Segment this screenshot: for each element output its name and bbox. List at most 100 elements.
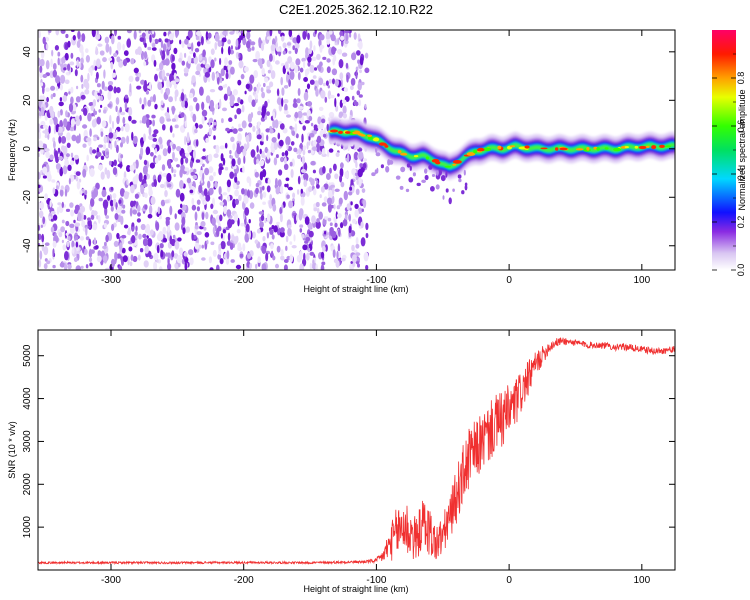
noise-speckle (148, 81, 152, 91)
noise-speckle (181, 60, 186, 66)
noise-speckle (128, 115, 132, 122)
noise-speckle (143, 159, 148, 166)
noise-speckle (104, 267, 111, 270)
noise-speckle (80, 57, 84, 65)
noise-speckle (230, 136, 235, 142)
track-blip (400, 166, 406, 173)
noise-speckle (60, 136, 67, 144)
noise-speckle (290, 141, 295, 146)
noise-speckle (307, 61, 311, 67)
noise-speckle (291, 130, 296, 136)
noise-speckle (286, 42, 292, 46)
noise-speckle (125, 165, 131, 172)
noise-speckle (55, 30, 58, 34)
noise-speckle (256, 145, 259, 153)
noise-speckle (352, 218, 357, 224)
colorbar-tick-label: 0.0 (736, 264, 746, 277)
noise-speckle (340, 162, 344, 169)
noise-speckle (344, 30, 350, 34)
noise-speckle (110, 61, 114, 70)
noise-speckle (209, 99, 215, 110)
noise-speckle (245, 134, 250, 143)
noise-speckle (314, 30, 317, 35)
noise-speckle (79, 205, 86, 213)
noise-speckle (266, 59, 271, 68)
noise-speckle (87, 72, 90, 82)
noise-speckle (350, 78, 356, 86)
noise-speckle (201, 115, 205, 125)
noise-speckle (320, 90, 326, 99)
noise-speckle (227, 218, 233, 229)
noise-speckle (115, 97, 120, 105)
noise-speckle (221, 118, 224, 124)
noise-speckle (348, 213, 351, 222)
noise-speckle (142, 165, 148, 175)
noise-speckle (40, 49, 45, 59)
noise-speckle (58, 101, 64, 107)
noise-speckle (309, 251, 315, 256)
noise-speckle (251, 99, 256, 107)
track-blip (424, 168, 428, 174)
noise-speckle (237, 157, 241, 166)
noise-speckle (101, 120, 107, 128)
noise-speckle (213, 121, 217, 126)
noise-speckle (269, 81, 274, 88)
noise-speckle (346, 153, 350, 163)
noise-speckle (57, 169, 60, 173)
noise-speckle (312, 259, 315, 266)
noise-speckle (259, 148, 262, 155)
noise-speckle (261, 159, 265, 166)
noise-speckle (308, 115, 313, 122)
noise-speckle (83, 248, 88, 255)
noise-speckle (262, 201, 266, 205)
noise-speckle (198, 54, 203, 61)
noise-speckle (246, 30, 252, 33)
snr-ytick-label: 5000 (22, 344, 33, 367)
noise-speckle (97, 43, 103, 47)
noise-speckle (267, 99, 270, 104)
noise-speckle (178, 247, 184, 256)
noise-speckle (92, 99, 97, 107)
track-blip (448, 197, 452, 205)
noise-speckle (52, 69, 57, 78)
spectrogram-xtick-label: -100 (366, 275, 386, 286)
track-hotspot (659, 144, 665, 148)
track-hotspot (400, 152, 408, 156)
noise-speckle (146, 235, 149, 239)
noise-speckle (39, 210, 44, 219)
noise-speckle (355, 161, 358, 169)
noise-speckle (342, 105, 347, 114)
noise-speckle (198, 184, 203, 194)
noise-speckle (81, 33, 86, 43)
noise-speckle (57, 51, 61, 57)
noise-speckle (162, 43, 167, 53)
noise-speckle (44, 242, 50, 246)
noise-speckle (54, 150, 59, 160)
noise-speckle (302, 112, 308, 116)
noise-speckle (111, 35, 115, 45)
noise-speckle (234, 102, 240, 107)
noise-speckle (217, 253, 222, 260)
noise-speckle (116, 232, 120, 240)
noise-speckle (232, 89, 238, 96)
noise-speckle (319, 44, 323, 53)
noise-speckle (207, 76, 211, 83)
noise-speckle (214, 180, 218, 189)
noise-speckle (326, 58, 331, 63)
noise-speckle (48, 125, 51, 134)
noise-speckle (59, 83, 64, 91)
noise-speckle (235, 264, 242, 270)
track-hotspot (425, 156, 429, 160)
noise-speckle (57, 126, 63, 134)
noise-speckle (143, 260, 149, 268)
noise-speckle (44, 148, 50, 152)
noise-speckle (172, 151, 175, 161)
colorbar-tick-label: 0.4 (736, 168, 746, 181)
noise-speckle (248, 219, 251, 224)
noise-speckle (184, 38, 189, 45)
noise-speckle (191, 197, 195, 206)
noise-speckle (270, 70, 276, 80)
noise-speckle (242, 37, 247, 46)
noise-speckle (231, 158, 236, 167)
noise-speckle (107, 103, 112, 108)
